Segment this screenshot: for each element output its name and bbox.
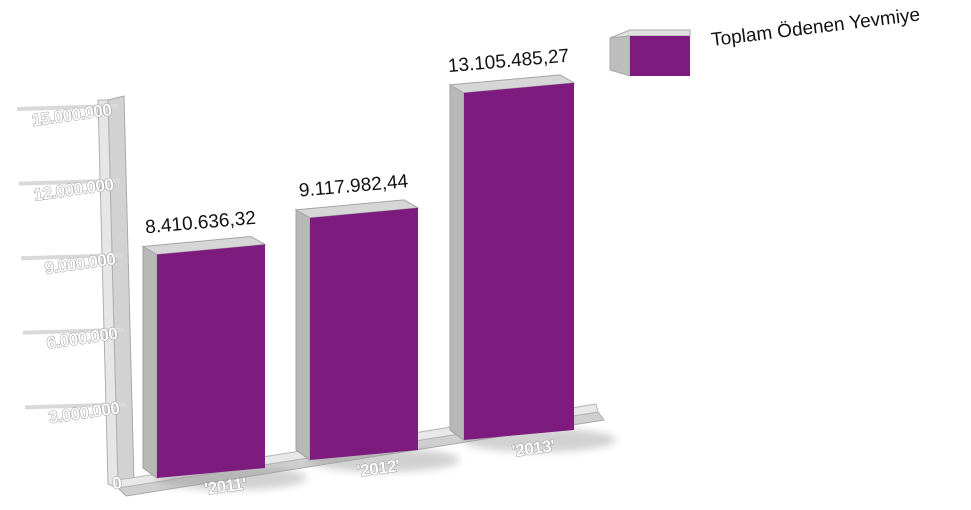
legend-swatch [630, 36, 690, 76]
y-tick-mark [22, 327, 125, 335]
legend-label: Toplam Ödenen Yevmiye [710, 5, 921, 51]
value-label: 13.105.485,27 [447, 46, 570, 78]
bar-side [449, 84, 465, 441]
bar [464, 82, 574, 440]
value-label: 8.410.636,32 [144, 208, 256, 239]
bar-side [142, 245, 158, 479]
legend: Toplam Ödenen Yevmiye [609, 5, 921, 77]
value-label: 9.117.982,44 [298, 171, 409, 202]
y-axis [97, 95, 135, 489]
y-tick-label: 0 [111, 473, 123, 493]
bar-side [295, 209, 311, 461]
bar-shadows [155, 428, 616, 490]
bars [141, 74, 576, 479]
bar [310, 207, 418, 460]
y-tick-mark [20, 253, 123, 261]
y-tick-marks [16, 104, 127, 410]
y-tick-mark [18, 178, 121, 186]
y-tick-mark [16, 104, 119, 111]
bar [157, 244, 265, 478]
y-tick-mark [24, 402, 127, 410]
